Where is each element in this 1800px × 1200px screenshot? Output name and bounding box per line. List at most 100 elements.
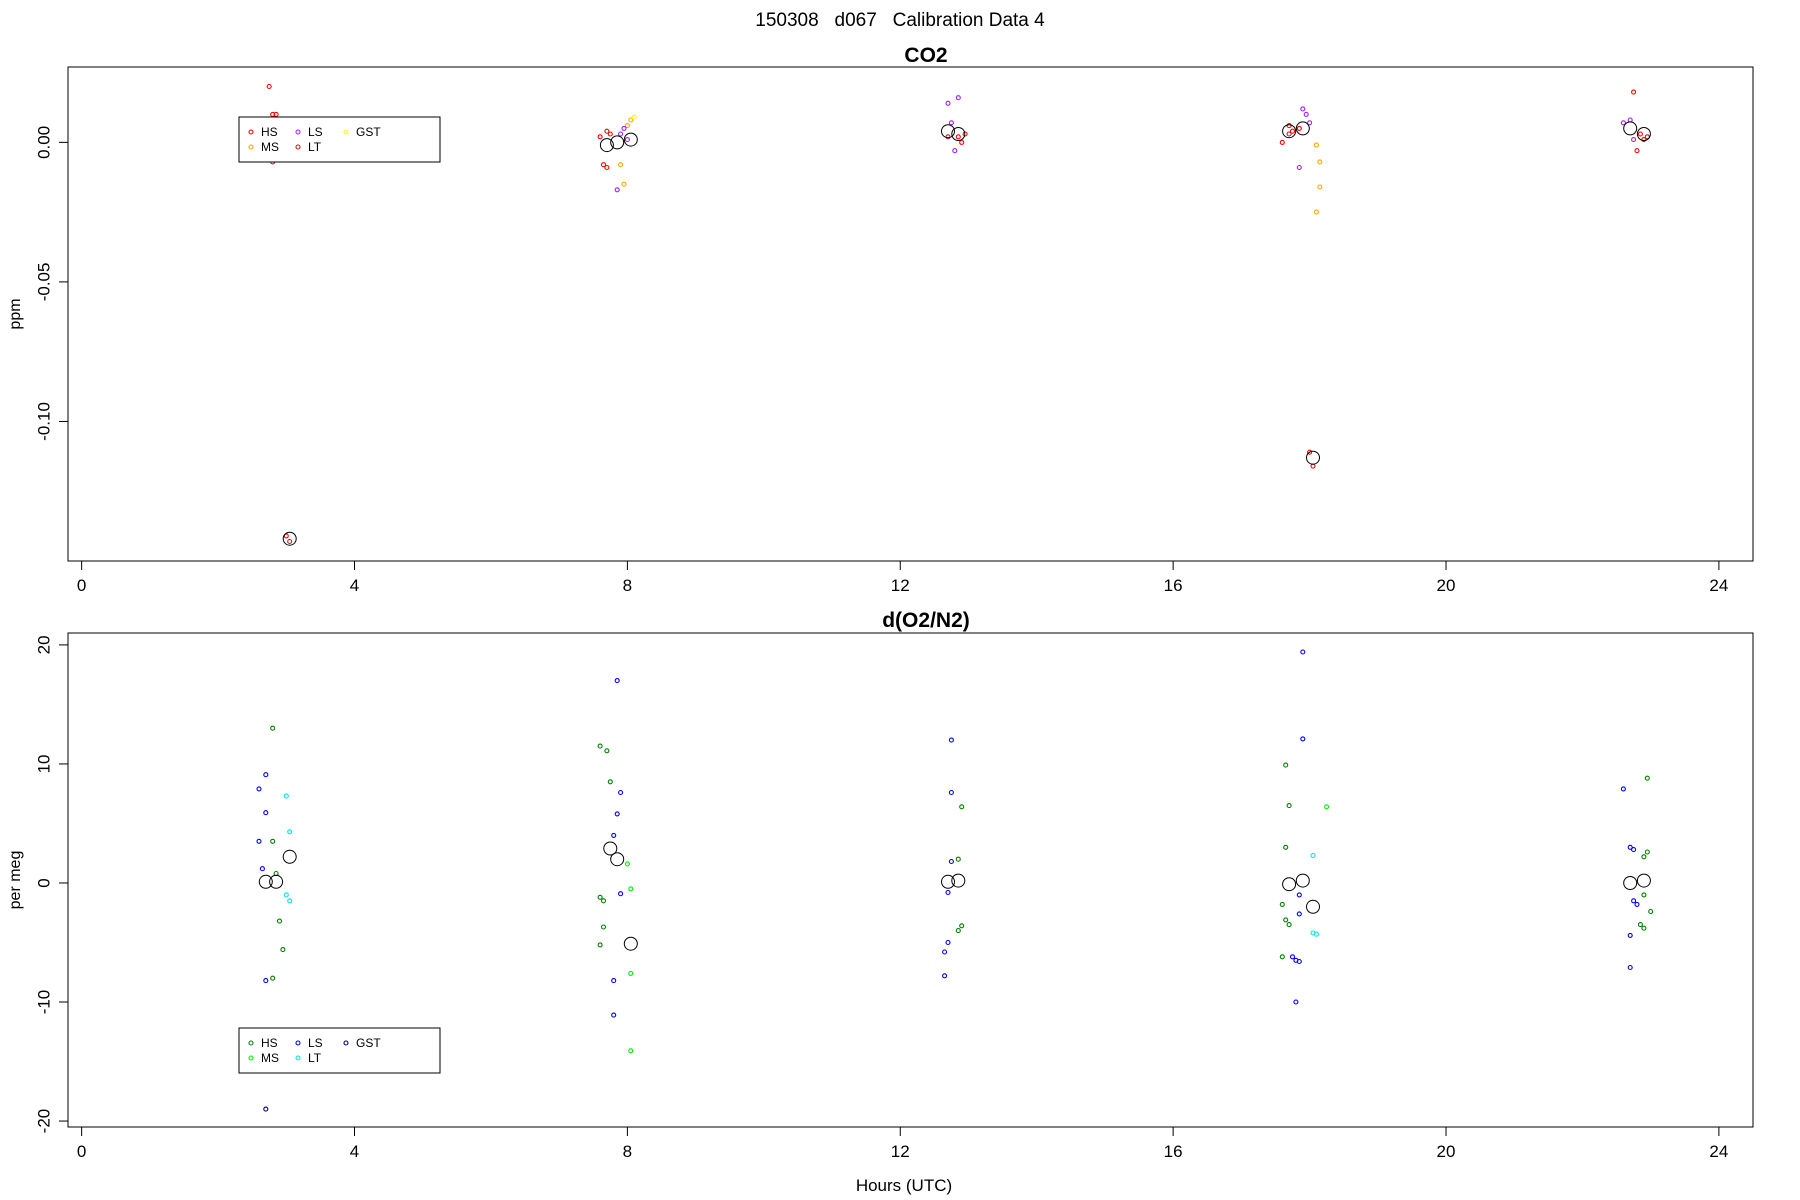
o2n2-point-ls xyxy=(948,737,954,743)
co2-legend-label: LT xyxy=(308,140,322,154)
co2-point-hs xyxy=(1634,148,1640,154)
co2-point-mean xyxy=(951,127,966,141)
o2n2-point-ls xyxy=(1620,786,1626,792)
co2-point-mean xyxy=(941,124,955,139)
o2n2-point-ls xyxy=(614,678,620,684)
o2n2-point-ls xyxy=(611,978,617,984)
co2-point-ls xyxy=(1296,164,1302,171)
co2-point-mean xyxy=(1282,124,1297,139)
co2-point-ls xyxy=(618,131,624,137)
co2-point-ms xyxy=(618,162,624,168)
o2n2-point-mean xyxy=(1636,873,1651,888)
o2n2-point-ls xyxy=(1293,999,1299,1005)
co2-x-tick-label: 12 xyxy=(891,576,910,595)
o2n2-legend-label: GST xyxy=(356,1036,381,1050)
co2-legend-marker xyxy=(295,129,301,135)
o2n2-point-ms xyxy=(1324,804,1330,810)
co2-point-ls xyxy=(955,95,961,101)
o2n2-point-ls xyxy=(263,978,269,984)
o2n2-panel: d(O2/N2) per meg Hours (UTC) 0 4 8 12 16 20 24… xyxy=(7,609,1754,1195)
o2n2-point-mean xyxy=(282,849,297,864)
co2-point-ls xyxy=(1300,106,1306,112)
o2n2-point-lt xyxy=(1313,931,1319,937)
o2n2-point-hs xyxy=(597,942,603,948)
o2n2-y-tick-label: -20 xyxy=(35,1109,54,1134)
o2n2-point-hs xyxy=(607,779,613,785)
co2-point-lt xyxy=(287,538,293,545)
o2n2-point-hs xyxy=(597,743,603,749)
o2n2-data-points xyxy=(256,649,1654,1112)
o2n2-point-hs xyxy=(1641,925,1647,931)
co2-point-hs xyxy=(962,131,968,137)
o2n2-point-lt xyxy=(287,829,293,835)
o2n2-point-ls xyxy=(1627,932,1633,938)
o2n2-point-mean xyxy=(1623,876,1638,890)
co2-point-mean xyxy=(1636,127,1651,141)
o2n2-y-tick-label: 10 xyxy=(35,754,54,773)
o2n2-point-hs xyxy=(270,838,276,844)
o2n2-legend-marker xyxy=(295,1055,301,1061)
o2n2-x-tick-label: 0 xyxy=(77,1142,86,1161)
o2n2-point-mean xyxy=(1295,873,1310,888)
co2-data-points xyxy=(266,83,1651,546)
co2-point-ms xyxy=(1317,184,1323,190)
co2-chart-title: CO2 xyxy=(904,44,947,67)
o2n2-point-ls xyxy=(942,949,948,955)
co2-point-lt xyxy=(1286,131,1292,137)
o2n2-point-hs xyxy=(1286,922,1292,928)
o2n2-point-mean xyxy=(623,936,638,951)
co2-point-ls xyxy=(621,125,627,131)
co2-point-hs xyxy=(1641,137,1647,143)
o2n2-point-hs xyxy=(1283,844,1289,850)
co2-y-tick-label: 0.00 xyxy=(35,126,54,159)
o2n2-x-axis: 0 4 8 12 16 20 24 xyxy=(77,1126,1728,1161)
o2n2-point-mean xyxy=(258,874,273,889)
o2n2-y-tick-label: 0 xyxy=(35,878,54,887)
o2n2-point-mean xyxy=(1306,899,1320,914)
co2-x-tick-label: 24 xyxy=(1709,576,1728,595)
o2n2-point-lt xyxy=(287,898,293,904)
o2n2-point-ms xyxy=(628,970,634,976)
o2n2-legend-label: LS xyxy=(308,1036,323,1050)
o2n2-point-hs xyxy=(955,856,961,862)
co2-point-hs xyxy=(270,111,276,117)
co2-point-mean xyxy=(1295,121,1310,136)
o2n2-point-hs xyxy=(1279,954,1285,960)
o2n2-point-hs xyxy=(280,947,286,953)
co2-point-mean xyxy=(282,531,297,546)
co2-legend-label: HS xyxy=(261,125,278,139)
o2n2-x-tick-label: 4 xyxy=(350,1142,359,1161)
co2-legend-marker xyxy=(248,129,254,135)
co2-point-hs xyxy=(1307,449,1313,455)
o2n2-x-tick-label: 20 xyxy=(1437,1142,1456,1161)
co2-point-mean xyxy=(599,138,614,153)
co2-point-ms xyxy=(1317,159,1323,165)
co2-point-ls xyxy=(945,100,951,106)
o2n2-point-mean xyxy=(269,874,284,889)
co2-y-axis: 0.00 -0.05 -0.10 xyxy=(35,126,69,441)
o2n2-y-axis: 20 10 0 -10 -20 xyxy=(35,635,69,1133)
o2n2-point-hs xyxy=(959,923,965,929)
o2n2-point-hs xyxy=(1283,917,1289,923)
o2n2-point-ls xyxy=(259,866,265,872)
co2-legend-marker xyxy=(248,144,254,150)
o2n2-point-hs xyxy=(1641,892,1647,898)
o2n2-legend-box xyxy=(238,1027,441,1074)
co2-point-hs xyxy=(597,134,603,140)
o2n2-point-hs xyxy=(270,725,276,731)
o2n2-point-hs xyxy=(955,928,961,934)
o2n2-legend-label: HS xyxy=(261,1036,278,1050)
co2-point-hs xyxy=(600,162,607,168)
o2n2-point-ms xyxy=(624,861,630,867)
o2n2-x-tick-label: 16 xyxy=(1164,1142,1183,1161)
o2n2-point-ls xyxy=(1627,844,1633,850)
o2n2-legend-marker xyxy=(343,1040,349,1046)
o2n2-legend-label: MS xyxy=(261,1051,279,1065)
co2-y-tick-label: -0.10 xyxy=(35,402,54,441)
co2-point-mean xyxy=(1623,121,1638,136)
co2-point-hs xyxy=(273,111,279,117)
o2n2-point-ls xyxy=(1631,898,1637,904)
o2n2-y-axis-label: per meg xyxy=(7,851,24,910)
